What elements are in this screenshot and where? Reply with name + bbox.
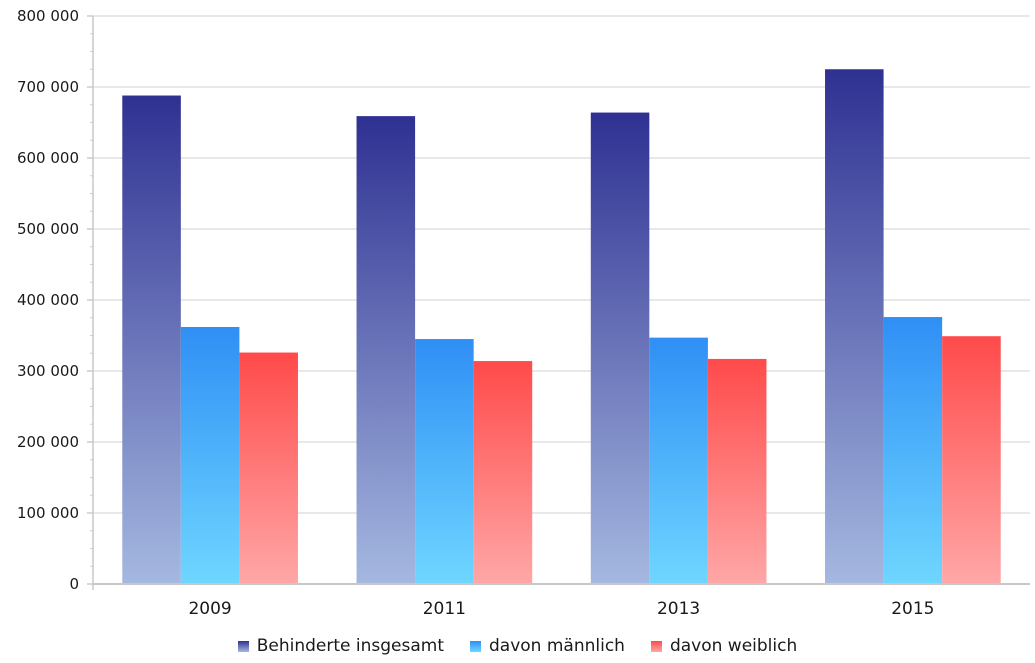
y-tick-label: 100 000: [17, 504, 79, 522]
bar-female-2011: [473, 361, 533, 584]
bars: [122, 69, 1001, 585]
legend-swatch-female: [650, 640, 662, 652]
legend-swatch-male: [470, 640, 481, 652]
y-tick-label: 400 000: [17, 291, 79, 309]
y-tick-label: 800 000: [17, 7, 79, 25]
legend-swatch-total: [237, 640, 249, 652]
bar-male-2011: [415, 339, 474, 584]
bar-male-2015: [883, 317, 943, 584]
bar-total-2015: [825, 69, 884, 584]
x-tick-label: 2011: [423, 599, 466, 619]
bar-total-2013: [590, 112, 650, 584]
bar-female-2015: [942, 336, 1001, 584]
legend-item-total[interactable]: Behinderte insgesamt: [237, 636, 444, 656]
y-tick-label: 200 000: [17, 433, 79, 451]
legend-item-male[interactable]: davon männlich: [470, 636, 625, 656]
legend-label-total: Behinderte insgesamt: [256, 636, 444, 656]
y-tick-label: 300 000: [17, 362, 79, 380]
bar-male-2009: [180, 326, 240, 584]
bar-male-2013: [649, 337, 708, 584]
y-tick-label: 500 000: [17, 220, 79, 238]
bar-total-2011: [356, 116, 416, 585]
y-tick-label: 0: [69, 575, 79, 593]
legend-item-female[interactable]: davon weiblich: [650, 636, 798, 656]
axes: 0 100 000 200 000 300 000 400 000 500 000 600 …: [17, 7, 1030, 619]
x-tick-label: 2009: [188, 599, 231, 619]
x-tick-label: 2013: [657, 599, 700, 619]
y-tick-label: 700 000: [17, 78, 79, 96]
bar-female-2013: [707, 358, 767, 584]
legend-label-female: davon weiblich: [669, 636, 798, 656]
x-tick-label: 2015: [891, 599, 934, 619]
y-tick-label: 600 000: [17, 149, 79, 167]
bar-female-2009: [239, 352, 298, 584]
bar-total-2009: [122, 95, 181, 585]
legend-label-male: davon männlich: [489, 636, 625, 656]
legend: Behinderte insgesamt davon männlich davo…: [0, 636, 1035, 656]
